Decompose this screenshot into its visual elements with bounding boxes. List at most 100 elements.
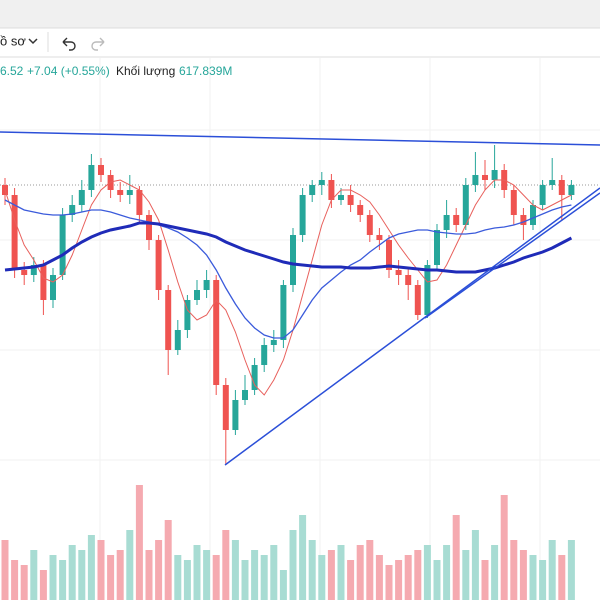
volume-bar (145, 550, 153, 600)
moving-average (4, 179, 572, 396)
volume-bar (87, 535, 95, 600)
volume-bar (193, 545, 201, 600)
candle-body (184, 300, 191, 330)
volume-bar (558, 555, 566, 600)
volume-bar (174, 555, 182, 600)
candle-body (165, 290, 172, 350)
volume-bar (385, 565, 393, 600)
candle-body (338, 195, 344, 200)
candle-body (539, 185, 546, 205)
candle-body (520, 215, 527, 225)
candle-body (530, 205, 536, 225)
candle-body (50, 275, 56, 300)
candle-body (69, 205, 76, 215)
candle-body (222, 385, 229, 430)
candle-body (242, 390, 248, 400)
volume-bar (548, 540, 556, 600)
volume-bar (260, 555, 268, 600)
volume-bar (251, 550, 259, 600)
volume-bar (366, 540, 374, 600)
candle-body (424, 265, 431, 315)
candle-body (146, 215, 152, 240)
candle-body (328, 180, 335, 200)
profile-button[interactable]: ồ sơ (0, 33, 26, 48)
candle-body (290, 235, 296, 285)
volume-bar (356, 545, 364, 600)
volume-bar (39, 570, 47, 600)
volume-bar (155, 540, 163, 600)
volume-bar (279, 570, 287, 600)
candle-body (386, 240, 392, 270)
volume-bar (395, 560, 403, 600)
candle-body (366, 215, 373, 235)
volume-bar (471, 530, 479, 600)
legend-volume-value: 617.839M (179, 64, 232, 78)
volume-bar (107, 555, 115, 600)
volume-bar (203, 550, 211, 600)
volume-bar (78, 550, 86, 600)
trendlines (0, 131, 600, 466)
candle-body (261, 345, 268, 365)
volume-bar (308, 540, 316, 600)
undo-button[interactable] (62, 37, 76, 51)
candle-body (280, 285, 287, 340)
volume-bar (510, 540, 518, 600)
volume-bar (183, 560, 191, 600)
grid (0, 58, 600, 600)
volume-bar (318, 555, 326, 600)
volume-bar (452, 515, 460, 600)
volume-bar (11, 560, 19, 600)
volume-bar (49, 555, 57, 600)
volume-bar (299, 515, 307, 600)
volume-bar (222, 530, 230, 600)
volume-bar (135, 485, 143, 600)
candle-body (21, 270, 28, 275)
candle-body (30, 265, 37, 275)
candle-body (11, 195, 18, 270)
volume-bar (567, 540, 575, 600)
candle-body (59, 215, 66, 275)
volume-bar (212, 555, 220, 600)
candle-body (117, 190, 124, 195)
candle-body (357, 205, 364, 215)
legend-volume-label: Khối lượng (116, 64, 175, 78)
candle-body (40, 265, 47, 300)
candle-body (568, 185, 575, 195)
candle-body (395, 270, 402, 275)
volume-bar (404, 555, 412, 600)
volume-bar (375, 555, 383, 600)
volume-bar (529, 555, 537, 600)
volume-bar (241, 560, 249, 600)
volume-bar (59, 560, 67, 600)
moving-average (4, 199, 572, 339)
volume-bar (327, 550, 335, 600)
moving-average (4, 221, 573, 274)
candle-body (232, 400, 239, 430)
candle-body (549, 180, 556, 185)
volume-bar (164, 520, 172, 600)
candle-body (434, 230, 440, 265)
volume-bar (1, 540, 9, 600)
candle-body (309, 185, 316, 195)
volume-bar (414, 550, 422, 600)
volume-bar (116, 550, 124, 600)
volume-bar (126, 530, 134, 600)
candle-body (558, 180, 565, 195)
candle-body (251, 365, 258, 390)
candle-body (472, 175, 479, 185)
candle-body (155, 240, 162, 290)
candle-body (482, 175, 488, 180)
volume-bar (68, 545, 76, 600)
candle-body (453, 215, 460, 225)
candle-body (299, 195, 306, 235)
candle-body (376, 235, 383, 240)
dropdown-icon[interactable] (28, 38, 38, 45)
redo-button[interactable] (91, 37, 105, 51)
candle-body (462, 185, 469, 225)
candle-body (443, 215, 450, 230)
volume-bar (30, 550, 38, 600)
candle-body (126, 190, 133, 195)
volume-bar (443, 545, 451, 600)
volume-bar (462, 550, 470, 600)
legend-change: +7.04 (+0.55%) (27, 64, 110, 78)
